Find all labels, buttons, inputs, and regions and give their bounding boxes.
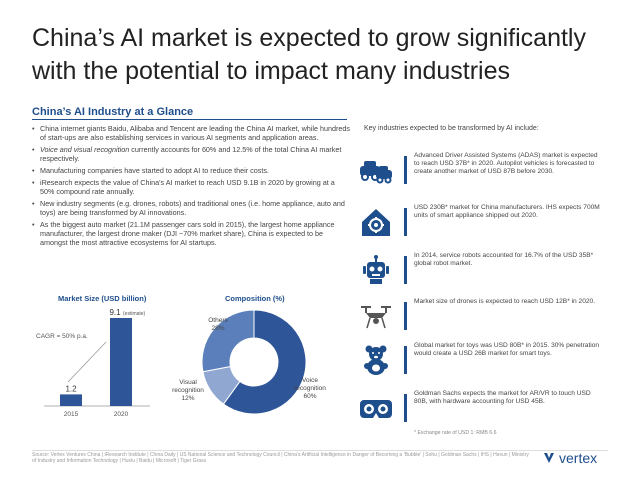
x-tick-label: 2020 <box>114 411 129 418</box>
vertex-logo: vertex <box>543 450 597 466</box>
composition-title: Composition (%) <box>225 294 285 303</box>
growth-arrow <box>67 341 107 383</box>
industries-header: Key industries expected to be transforme… <box>364 125 539 132</box>
industry-text: Advanced Driver Assisted Systems (ADAS) … <box>414 152 598 175</box>
industry-accent-bar <box>404 346 407 374</box>
bullet-item: Manufacturing companies have started to … <box>32 166 350 175</box>
drone-icon <box>361 306 391 329</box>
bar-note-label: (estimate) <box>123 311 146 317</box>
source-note: Source: Vertex Ventures China | iResearc… <box>32 452 529 464</box>
vertex-logo-icon <box>544 453 554 463</box>
industry-text: Goldman Sachs expects the market for AR/… <box>414 390 591 405</box>
market-size-title: Market Size (USD billion) <box>58 294 147 303</box>
bar-2015 <box>60 394 82 406</box>
slice-others <box>201 309 255 373</box>
slice-label: 12% <box>181 395 194 402</box>
composition-chart: Voicerecognition60%Visualrecognition12%O… <box>172 309 326 415</box>
bar-value-label: 1.2 <box>65 384 77 393</box>
bullet-italic-text: Voice and visual recognition <box>40 145 130 154</box>
slice-label: recognition <box>172 387 204 394</box>
industry-item-auto: Advanced Driver Assisted Systems (ADAS) … <box>358 150 610 190</box>
bar-value-label: 9.1 <box>109 308 121 317</box>
exchange-rate-footnote: * Exchange rate of USD 1: RMB 6.6 <box>414 430 497 436</box>
cagr-label: CAGR = 50% p.a. <box>36 333 88 340</box>
slice-label: Others <box>208 317 228 324</box>
industry-item-drones: Market size of drones is expected to rea… <box>358 296 610 336</box>
slice-label: Visual <box>179 379 197 386</box>
industry-accent-bar <box>404 256 407 284</box>
logo-text: vertex <box>559 450 598 466</box>
page-title: China’s AI market is expected to grow si… <box>32 24 586 85</box>
industry-accent-bar <box>404 156 407 184</box>
bullet-item: New industry segments (e.g. drones, robo… <box>32 199 350 217</box>
industry-item-toys: Global market for toys was USD 80B* in 2… <box>358 340 610 380</box>
car-icon <box>360 161 392 184</box>
section-divider <box>32 119 347 120</box>
industry-text: USD 230B* market for China manufacturers… <box>414 204 600 219</box>
slice-label: Voice <box>302 377 318 384</box>
slice-label: 28% <box>211 325 224 332</box>
industry-text: In 2014, service robots accounted for 16… <box>414 252 594 267</box>
industry-item-robots: In 2014, service robots accounted for 16… <box>358 250 610 290</box>
industry-accent-bar <box>404 394 407 422</box>
industry-text: Market size of drones is expected to rea… <box>414 298 596 305</box>
x-tick-label: 2015 <box>64 411 79 418</box>
slice-label: recognition <box>294 385 326 392</box>
industry-item-home-appliance: USD 230B* market for China manufacturers… <box>358 202 610 242</box>
bullet-item: As the biggest auto market (21.1M passen… <box>32 220 350 247</box>
slice-voice-recognition <box>222 309 307 415</box>
slice-label: 60% <box>303 393 316 400</box>
industry-accent-bar <box>404 208 407 236</box>
industry-accent-bar <box>404 302 407 330</box>
vr-headset-icon <box>360 400 392 418</box>
bullet-list: China internet giants Baidu, Alibaba and… <box>32 124 350 250</box>
home-appliance-icon <box>362 209 390 236</box>
bullet-item: iResearch expects the value of China’s A… <box>32 178 350 196</box>
robot-icon <box>363 255 389 284</box>
section-title: China’s AI Industry at a Glance <box>32 106 194 118</box>
market-size-chart: 1.2 2015 9.1 2020 (estimate) <box>44 308 150 418</box>
industry-item-vr: Goldman Sachs expects the market for AR/… <box>358 388 610 428</box>
bullet-item: China internet giants Baidu, Alibaba and… <box>32 124 350 142</box>
bullet-item: Voice and visual recognition currently a… <box>32 145 350 163</box>
bar-2020 <box>110 318 132 406</box>
footer-divider <box>32 450 608 451</box>
bullet-text: currently accounts for 60% and 12.5% of … <box>40 145 342 163</box>
industry-text: Global market for toys was USD 80B* in 2… <box>414 342 600 357</box>
teddy-bear-icon <box>364 345 388 375</box>
